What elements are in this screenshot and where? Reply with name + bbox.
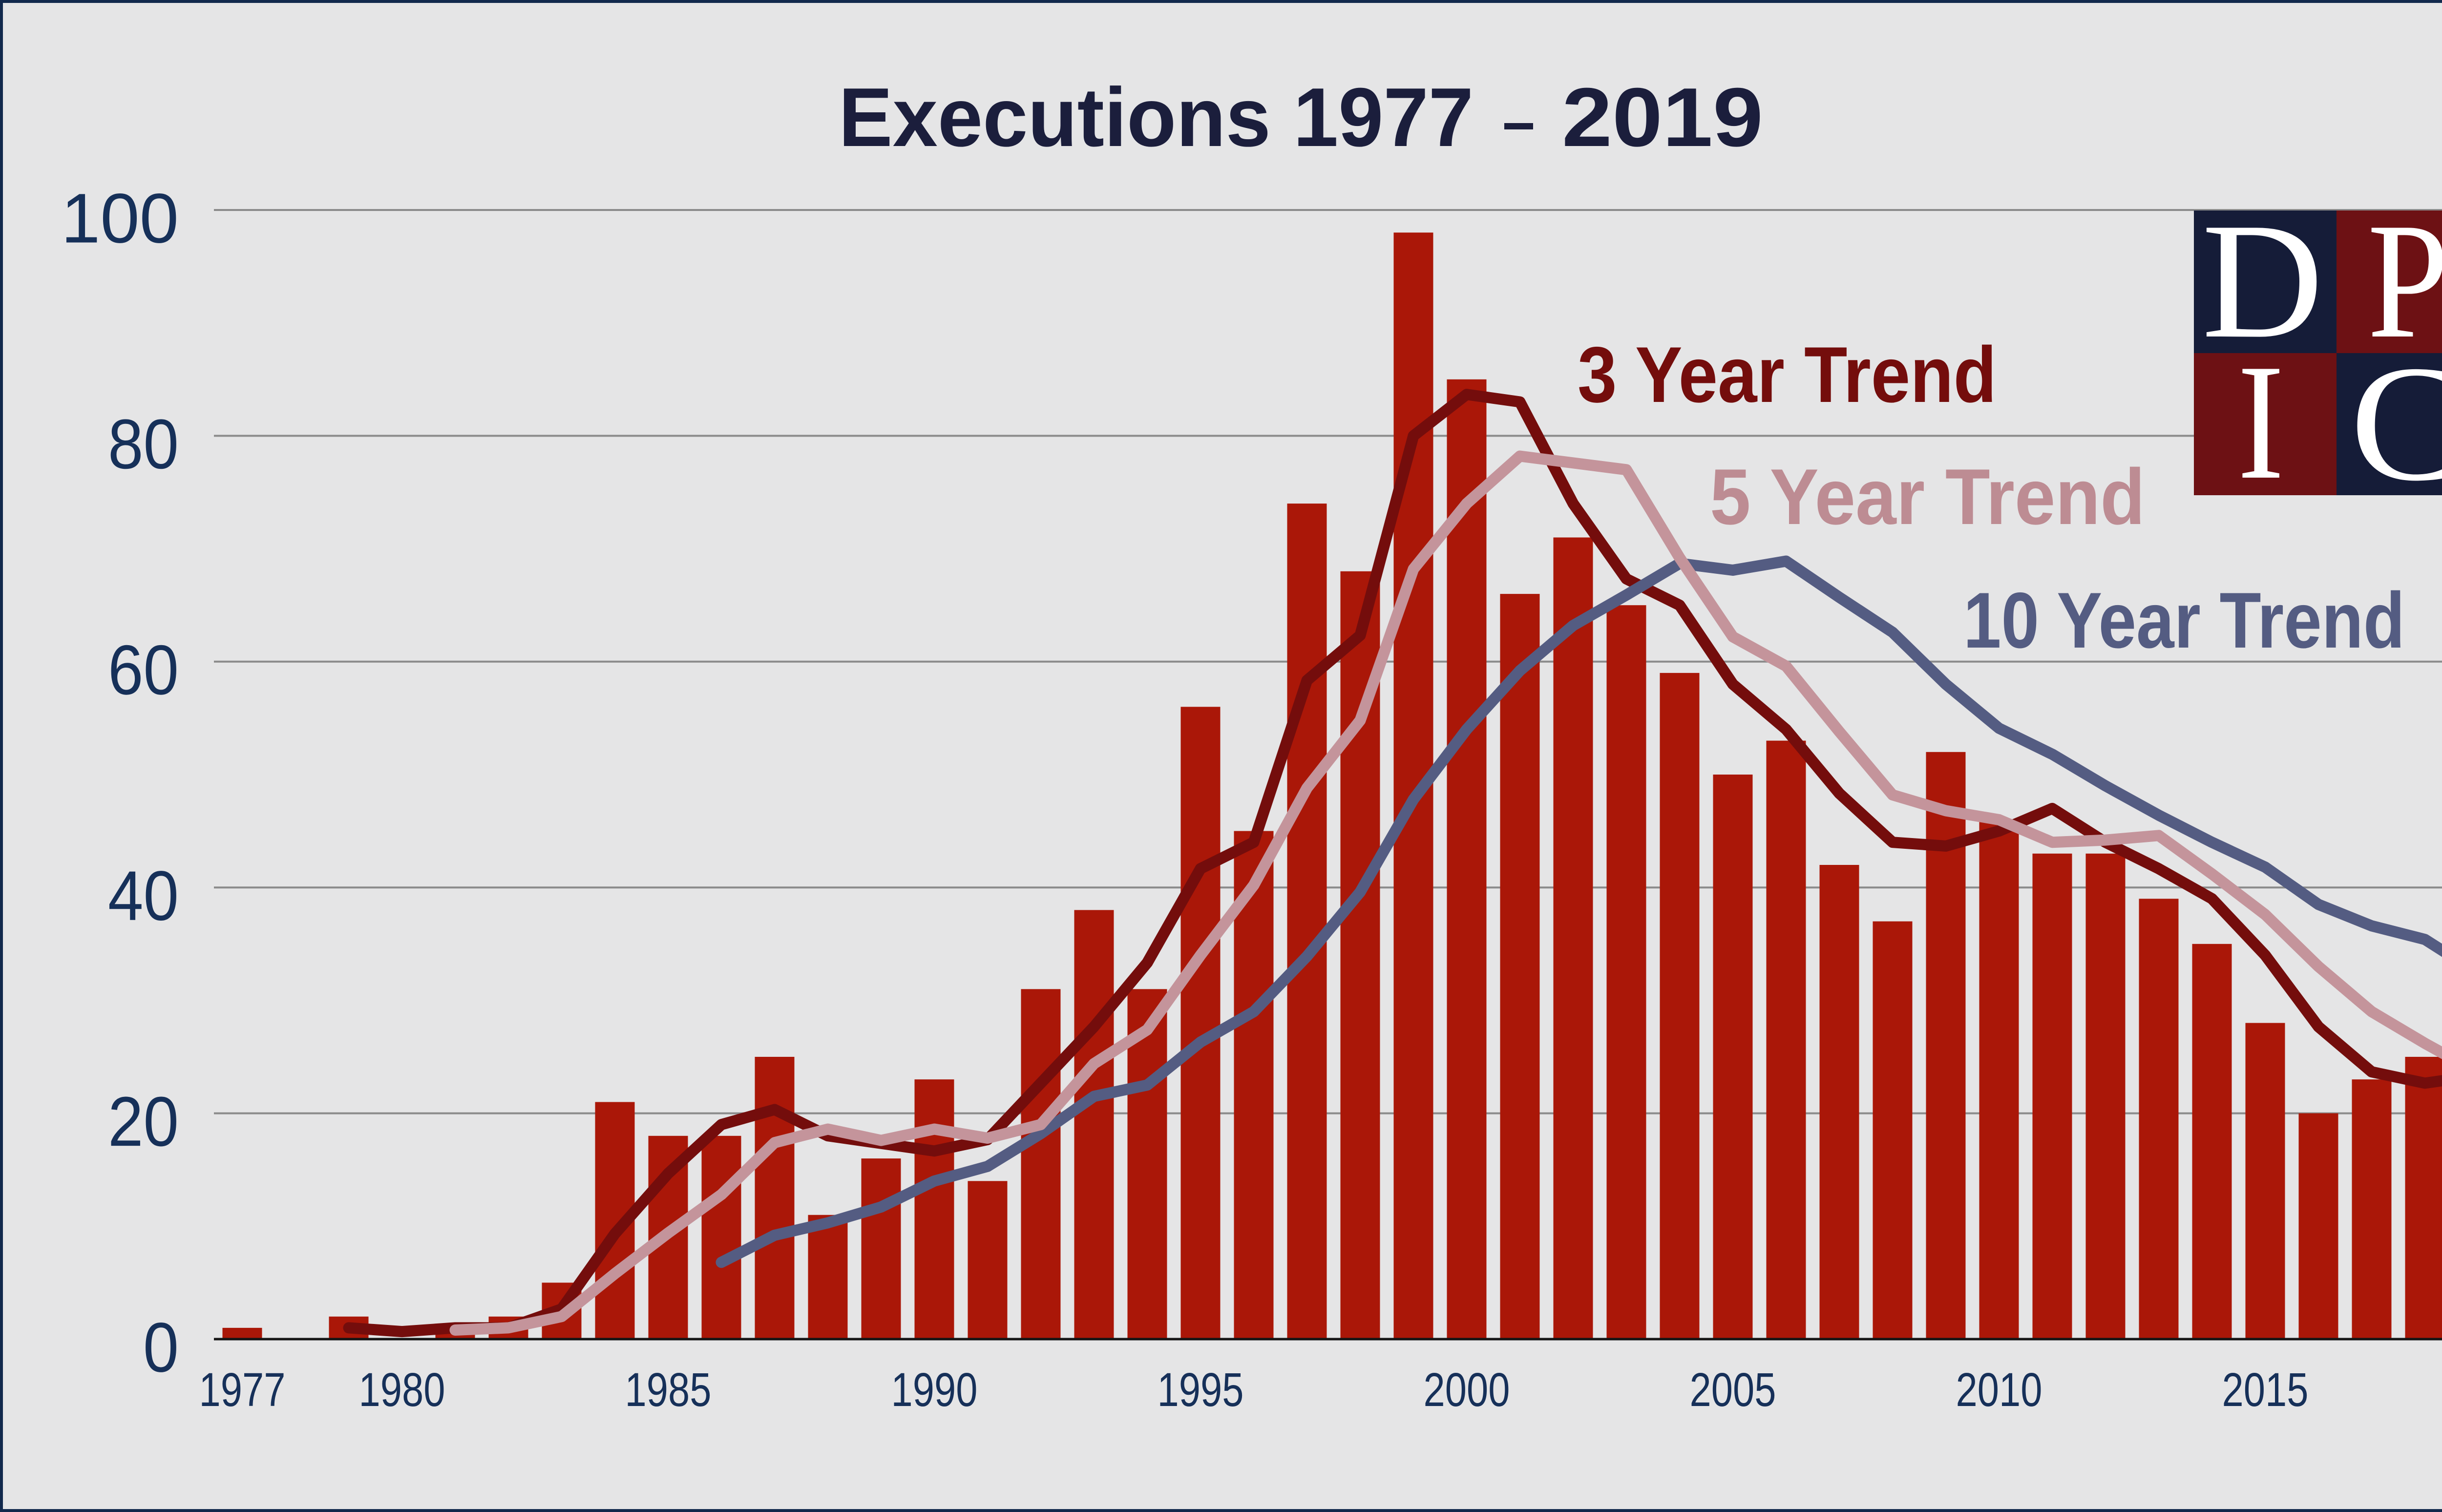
svg-text:2005: 2005	[1690, 1363, 1776, 1416]
svg-text:1977: 1977	[199, 1363, 286, 1416]
svg-text:Executions 1977: Executions 1977	[839, 71, 1474, 164]
svg-text:1990: 1990	[891, 1363, 978, 1416]
svg-text:P: P	[2367, 189, 2442, 373]
svg-text:1985: 1985	[625, 1363, 712, 1416]
svg-text:5 Year Trend: 5 Year Trend	[1710, 453, 2145, 541]
svg-text:D: D	[2202, 189, 2323, 373]
svg-text:1995: 1995	[1158, 1363, 1244, 1416]
svg-text:40: 40	[108, 857, 179, 935]
svg-text:60: 60	[108, 630, 179, 709]
svg-text:20: 20	[108, 1082, 179, 1161]
svg-text:3 Year Trend: 3 Year Trend	[1578, 331, 1997, 419]
svg-text:C: C	[2350, 331, 2442, 515]
svg-text:2000: 2000	[1424, 1363, 1510, 1416]
svg-text:0: 0	[143, 1308, 179, 1387]
svg-text:2019: 2019	[1562, 71, 1763, 164]
svg-text:100: 100	[61, 179, 179, 258]
svg-text:10 Year Trend: 10 Year Trend	[1963, 576, 2405, 665]
svg-text:2015: 2015	[2222, 1363, 2309, 1416]
svg-text:I: I	[2237, 330, 2284, 514]
svg-text:2010: 2010	[1956, 1363, 2042, 1416]
svg-text:1980: 1980	[359, 1363, 445, 1416]
svg-text:80: 80	[108, 405, 179, 483]
